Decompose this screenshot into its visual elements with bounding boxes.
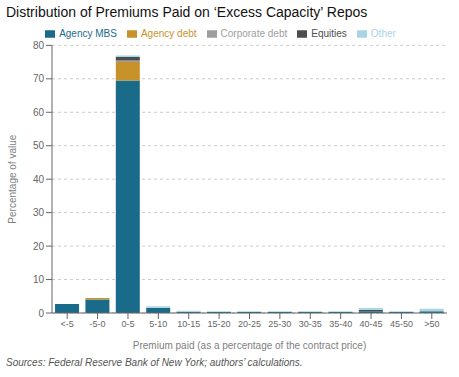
svg-text:20: 20 xyxy=(33,241,45,252)
svg-text:30: 30 xyxy=(33,207,45,218)
html-text:Agency debt: Agency debt xyxy=(140,28,197,39)
svg-text:30-35: 30-35 xyxy=(299,319,322,329)
svg-text:15-20: 15-20 xyxy=(208,319,231,329)
svg-text:25-30: 25-30 xyxy=(268,319,291,329)
svg-text:0-5: 0-5 xyxy=(121,319,134,329)
html-text:Equities: Equities xyxy=(311,28,347,39)
svg-text:10-15: 10-15 xyxy=(177,319,200,329)
svg-text:80: 80 xyxy=(33,40,45,51)
svg-text:0: 0 xyxy=(38,308,44,319)
svg-text:<-5: <-5 xyxy=(61,319,74,329)
svg-text:35-40: 35-40 xyxy=(329,319,352,329)
html-text:Other: Other xyxy=(370,28,396,39)
svg-text:40: 40 xyxy=(33,174,45,185)
svg-text:50: 50 xyxy=(33,140,45,151)
svg-text:10: 10 xyxy=(33,274,45,285)
html-text:Distribution of Premiums Paid: Distribution of Premiums Paid on ‘Excess… xyxy=(6,4,368,20)
html-text:Sources: Federal Reserve Bank: Sources: Federal Reserve Bank of New Yor… xyxy=(6,357,303,368)
svg-text:-5-0: -5-0 xyxy=(90,319,106,329)
svg-text:20-25: 20-25 xyxy=(238,319,261,329)
svg-text:60: 60 xyxy=(33,107,45,118)
svg-text:70: 70 xyxy=(33,73,45,84)
svg-text:Premium paid (as a percentage: Premium paid (as a percentage of the con… xyxy=(133,340,366,351)
svg-text:5-10: 5-10 xyxy=(149,319,167,329)
html-text:Corporate debt: Corporate debt xyxy=(220,28,288,39)
svg-text:45-50: 45-50 xyxy=(390,319,413,329)
svg-text:40-45: 40-45 xyxy=(360,319,383,329)
html-text:Agency MBS: Agency MBS xyxy=(59,28,117,39)
svg-text:Percentage of value: Percentage of value xyxy=(8,134,18,223)
svg-text:>50: >50 xyxy=(424,319,439,329)
